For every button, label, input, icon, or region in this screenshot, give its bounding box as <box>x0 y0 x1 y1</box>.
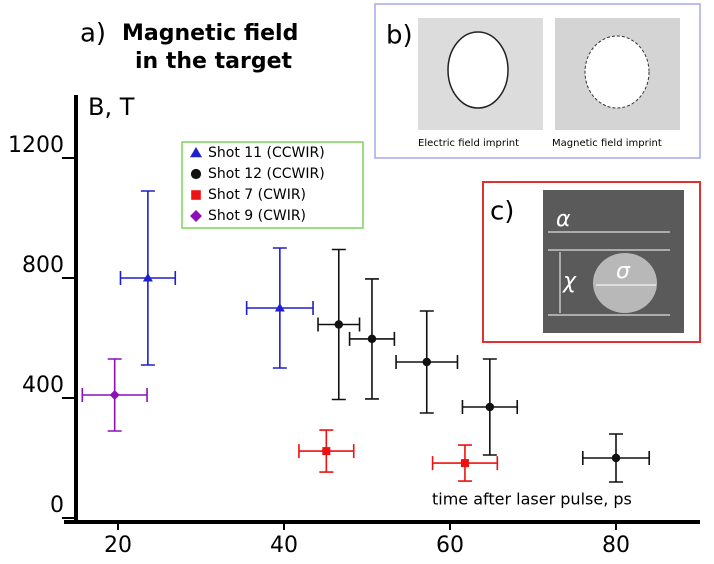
x-tick-label: 20 <box>104 533 132 558</box>
legend-label: Shot 9 (CWIR) <box>208 208 306 224</box>
field-hole <box>447 31 509 109</box>
x-tick-label: 60 <box>436 533 464 558</box>
legend-marker <box>190 168 202 180</box>
marker <box>334 320 344 329</box>
inset-label: c) <box>490 197 514 227</box>
x-axis-label: time after laser pulse, ps <box>432 490 632 509</box>
marker <box>460 459 469 468</box>
y-axis-label: B, T <box>88 93 135 121</box>
marker <box>611 453 621 463</box>
legend-frame <box>181 141 364 229</box>
marker <box>142 273 153 282</box>
chart-subtitle: in the target <box>135 49 293 74</box>
photo-sphere <box>593 253 657 313</box>
legend-label: Shot 11 (CCWIR) <box>208 145 325 161</box>
inset-caption: Electric field imprint <box>418 138 519 149</box>
symbol: σ <box>616 259 631 284</box>
marker <box>422 357 432 367</box>
panel-label: a) <box>80 19 106 49</box>
inset-label: b) <box>386 21 413 51</box>
x-tick-label: 80 <box>602 533 630 558</box>
symbol: α <box>556 207 571 232</box>
y-tick-label: 400 <box>22 373 64 398</box>
legend-marker <box>190 210 202 222</box>
marker <box>322 447 331 456</box>
marker <box>274 303 285 312</box>
inset-c: c) α χ σ <box>482 181 701 343</box>
inset-caption: Magnetic field imprint <box>552 138 662 149</box>
y-tick-label: 0 <box>50 493 64 518</box>
x-tick-label: 40 <box>270 533 298 558</box>
marker <box>109 390 120 400</box>
y-tick-label: 800 <box>22 253 64 278</box>
marker <box>367 334 377 344</box>
symbol: χ <box>562 269 577 294</box>
y-tick-label: 1200 <box>8 133 64 158</box>
marker <box>485 402 495 412</box>
inset-b: b) Electric field imprint Magnetic field… <box>374 3 701 159</box>
chart-title: Magnetic field <box>122 21 298 46</box>
legend-marker <box>190 147 202 158</box>
legend-label: Shot 12 (CCWIR) <box>208 166 325 182</box>
legend-label: Shot 7 (CWIR) <box>208 187 306 203</box>
legend-marker <box>191 190 201 200</box>
field-hole <box>584 35 650 109</box>
